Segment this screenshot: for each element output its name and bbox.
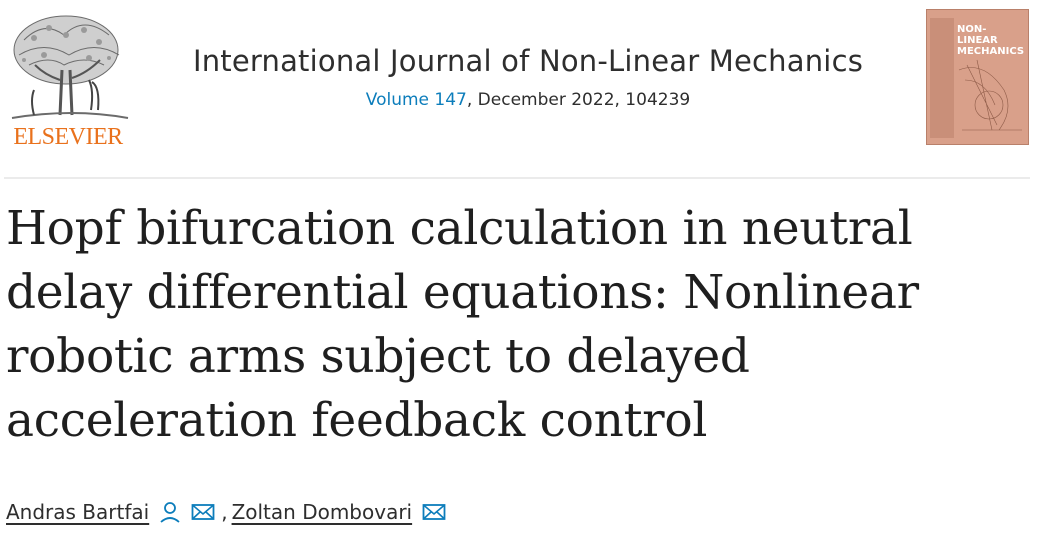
tree-icon [11,15,129,119]
publisher-name[interactable]: ELSEVIER [13,124,123,150]
header-divider [4,177,1030,179]
article-title: Hopf bifurcation calculation in neutral … [6,201,919,448]
journal-cover-image[interactable]: NON-LINEAR MECHANICS [926,9,1029,145]
elsevier-logo[interactable] [4,10,132,150]
author-separator: , [221,500,228,524]
issue-line: Volume 147, December 2022, 104239 [140,90,916,110]
volume-link[interactable]: Volume 147 [365,90,467,110]
issue-info: , December 2022, 104239 [466,90,691,110]
journal-title-link[interactable]: International Journal of Non-Linear Mech… [192,44,864,78]
cover-title: NON-LINEAR MECHANICS [957,24,1025,57]
email-icon[interactable] [422,502,446,522]
journal-header: International Journal of Non-Linear Mech… [140,44,916,110]
author-link[interactable]: Zoltan Dombovari [231,500,413,524]
cover-artwork [930,18,1022,138]
author-link[interactable]: Andras Bartfai [6,500,150,524]
author-list: Andras Bartfai , Zoltan Dombovari [6,498,446,526]
person-icon[interactable] [159,500,181,524]
email-icon[interactable] [191,502,215,522]
